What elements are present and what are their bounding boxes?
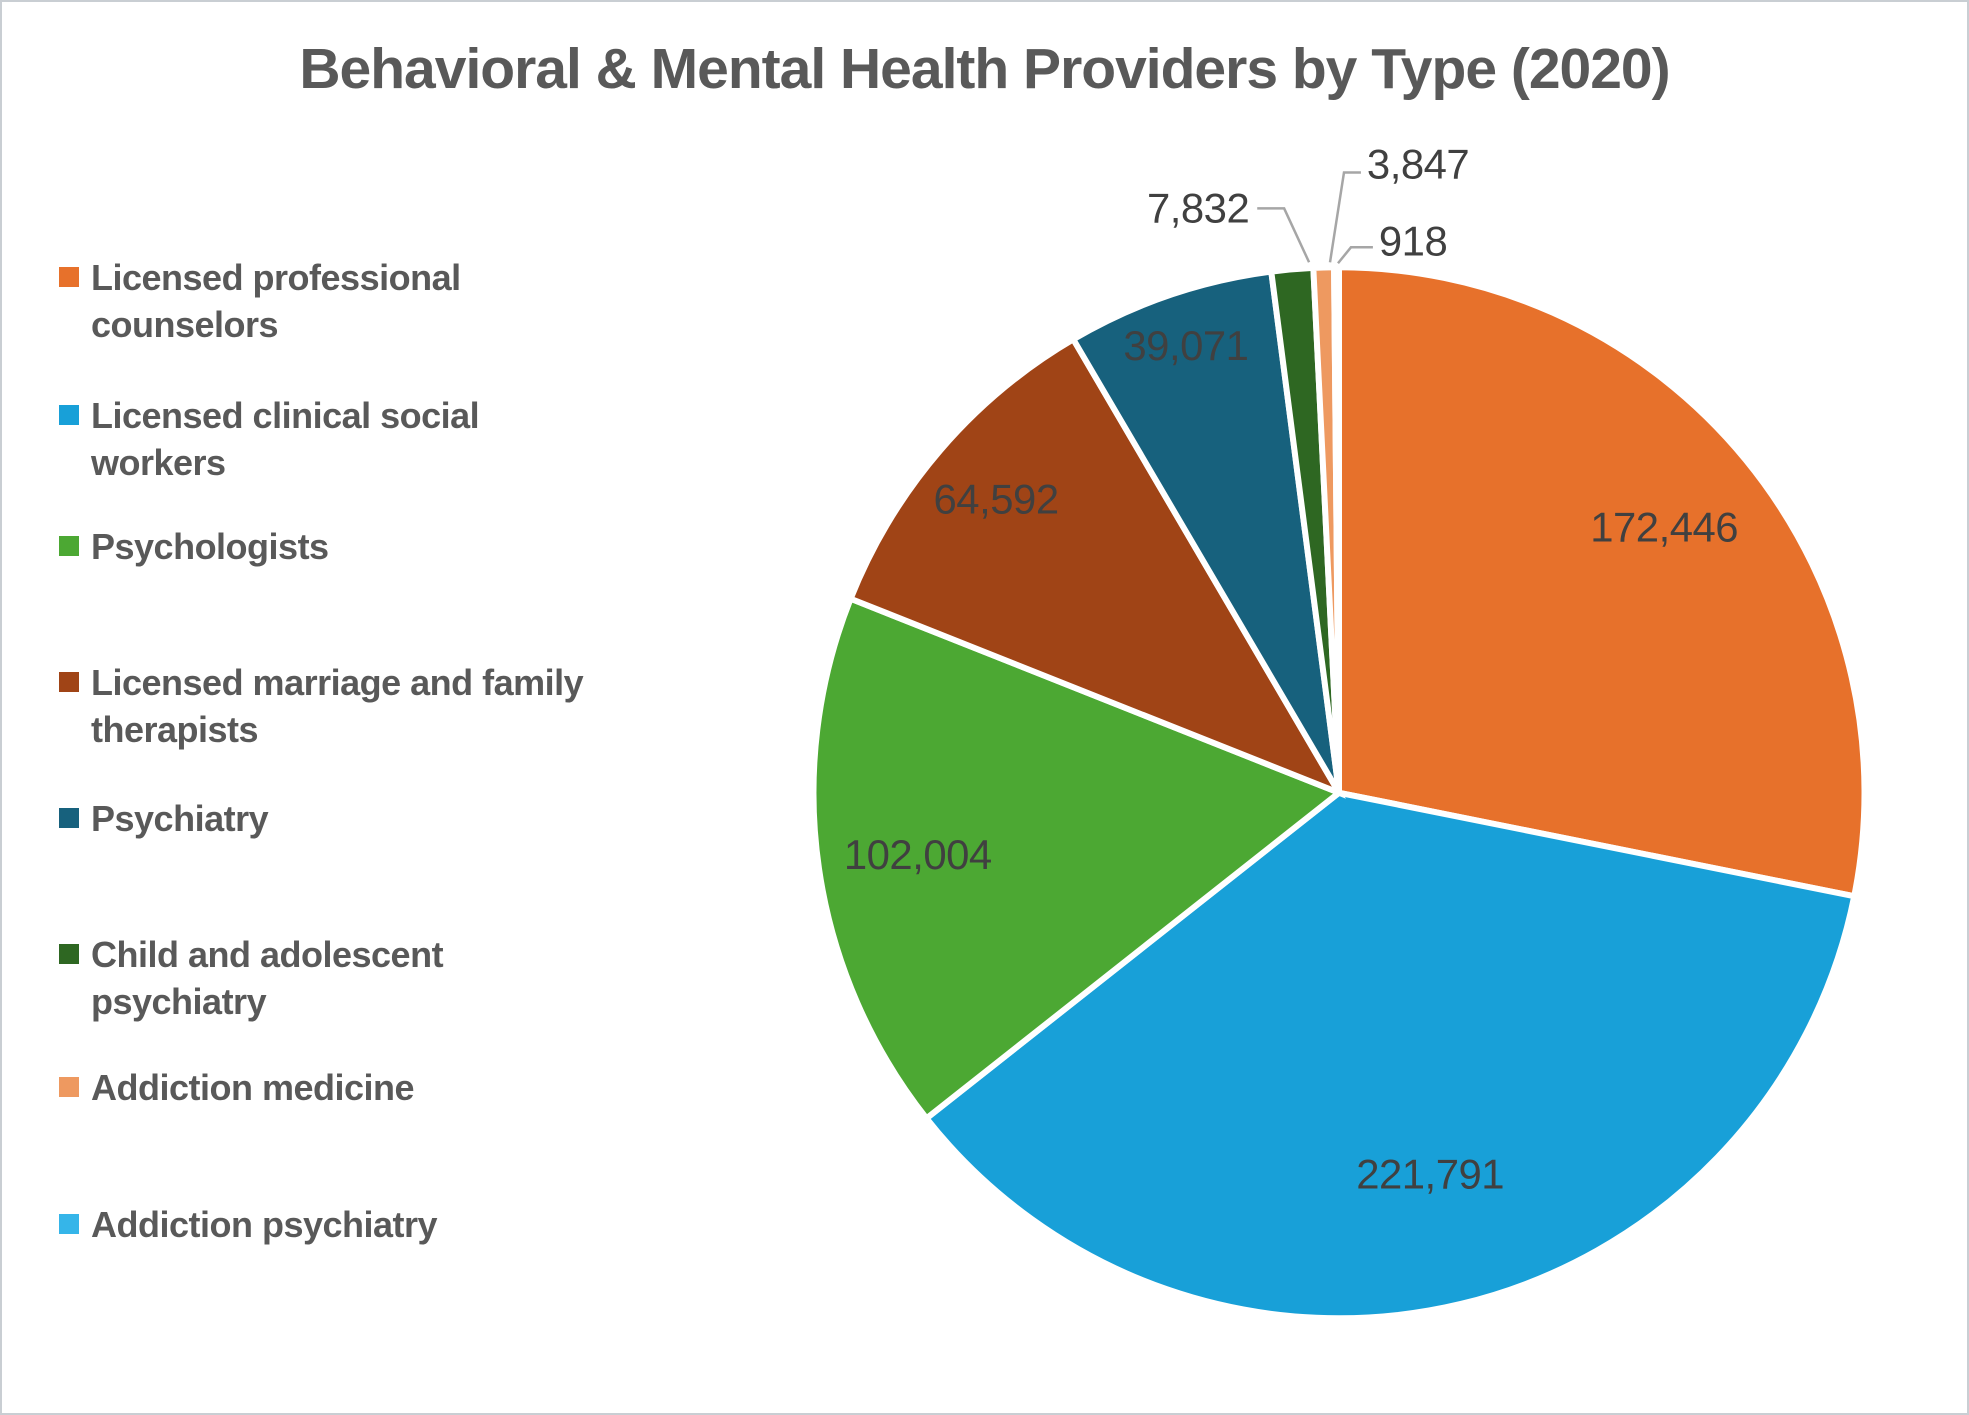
pie-slice (1336, 264, 1868, 900)
legend-swatch-icon (59, 405, 79, 425)
pie-slice-label: 102,004 (844, 831, 992, 878)
pie-slice (810, 594, 1345, 1123)
legend-swatch-icon (59, 1077, 79, 1097)
pie-slice-label: 3,847 (1367, 140, 1469, 187)
legend-swatch-icon (59, 536, 79, 556)
legend-item: Licensed professional counselors (59, 254, 461, 348)
legend-item-label: Psychologists (91, 526, 329, 567)
pie-slice (1331, 264, 1342, 793)
legend-item-label: Licensed professional counselors (91, 257, 461, 345)
legend-item-label: Child and adolescent psychiatry (91, 934, 444, 1022)
pie-slice-label: 64,592 (934, 475, 1059, 522)
legend-item: Psychologists (59, 523, 329, 570)
legend-item: Child and adolescent psychiatry (59, 931, 444, 1025)
legend-item: Licensed clinical social workers (59, 392, 480, 486)
leader-line (1328, 171, 1361, 263)
leader-line (1337, 246, 1373, 265)
legend-swatch-icon (59, 944, 79, 964)
legend-swatch-icon (59, 267, 79, 287)
legend-swatch-icon (59, 672, 79, 692)
pie-slice (922, 789, 1858, 1322)
pie-slice-label: 172,446 (1590, 503, 1738, 550)
legend-item-label: Licensed clinical social workers (91, 395, 480, 483)
pie-slice-label: 918 (1379, 217, 1447, 264)
legend-item-label: Licensed marriage and family therapists (91, 662, 584, 750)
legend-item: Addiction psychiatry (59, 1201, 438, 1248)
legend-swatch-icon (59, 1214, 79, 1234)
pie-slice-label: 39,071 (1123, 322, 1248, 369)
chart-title: Behavioral & Mental Health Providers by … (299, 37, 1670, 101)
pie-slice-label: 221,791 (1356, 1150, 1504, 1197)
pie-slice (846, 335, 1346, 799)
pie-slice (1069, 268, 1342, 795)
legend-item-label: Addiction medicine (91, 1067, 415, 1108)
legend: Licensed professional counselors Licensed… (59, 2, 699, 1413)
legend-item-label: Addiction psychiatry (91, 1204, 438, 1245)
legend-item: Licensed marriage and family therapists (59, 659, 584, 753)
legend-item: Addiction medicine (59, 1064, 415, 1111)
legend-swatch-icon (59, 808, 79, 828)
legend-item-label: Psychiatry (91, 798, 269, 839)
legend-item: Psychiatry (59, 795, 269, 842)
pie-slice-label: 7,832 (1147, 184, 1249, 231)
leader-line (1257, 207, 1311, 263)
